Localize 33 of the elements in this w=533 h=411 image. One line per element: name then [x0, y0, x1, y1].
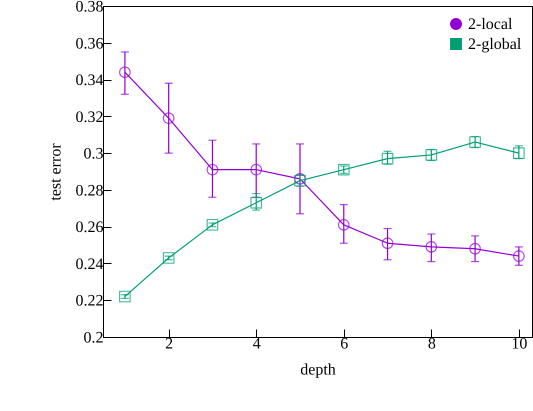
point	[250, 164, 262, 176]
point	[162, 112, 175, 124]
y-tick-label: 0.38	[76, 0, 104, 16]
y-tick-label: 0.22	[76, 292, 104, 310]
y-tick-label: 0.36	[76, 35, 104, 52]
x-tick-label: 6	[340, 336, 348, 352]
point	[250, 196, 262, 209]
x-tick-label: 10	[511, 336, 528, 352]
point	[206, 218, 218, 231]
y-tick-label: 0.32	[76, 108, 104, 126]
y-tick-label: 0.24	[76, 256, 104, 273]
point	[425, 241, 438, 253]
x-tick-label: 8	[428, 336, 436, 352]
legend-label: 2-global	[468, 36, 522, 53]
y-tick-label: 0.28	[76, 182, 104, 200]
point	[338, 218, 350, 231]
x-tick-label: 2	[165, 336, 174, 352]
point	[382, 237, 394, 250]
point	[469, 242, 481, 255]
legend-label: 2-local	[468, 16, 513, 33]
point	[119, 66, 131, 78]
y-tick-label: 0.3	[84, 146, 104, 163]
y-tick-label: 0.34	[76, 72, 104, 90]
x-tick-label: 4	[252, 336, 261, 352]
x-axis-title: depth	[300, 362, 336, 378]
point	[513, 147, 525, 159]
y-axis-title: test error	[48, 142, 64, 201]
y-tick-label: 0.26	[76, 219, 104, 236]
point	[513, 250, 525, 262]
point	[162, 252, 175, 264]
point	[119, 290, 131, 302]
y-tick-label: 0.2	[84, 330, 104, 346]
point	[206, 164, 218, 176]
